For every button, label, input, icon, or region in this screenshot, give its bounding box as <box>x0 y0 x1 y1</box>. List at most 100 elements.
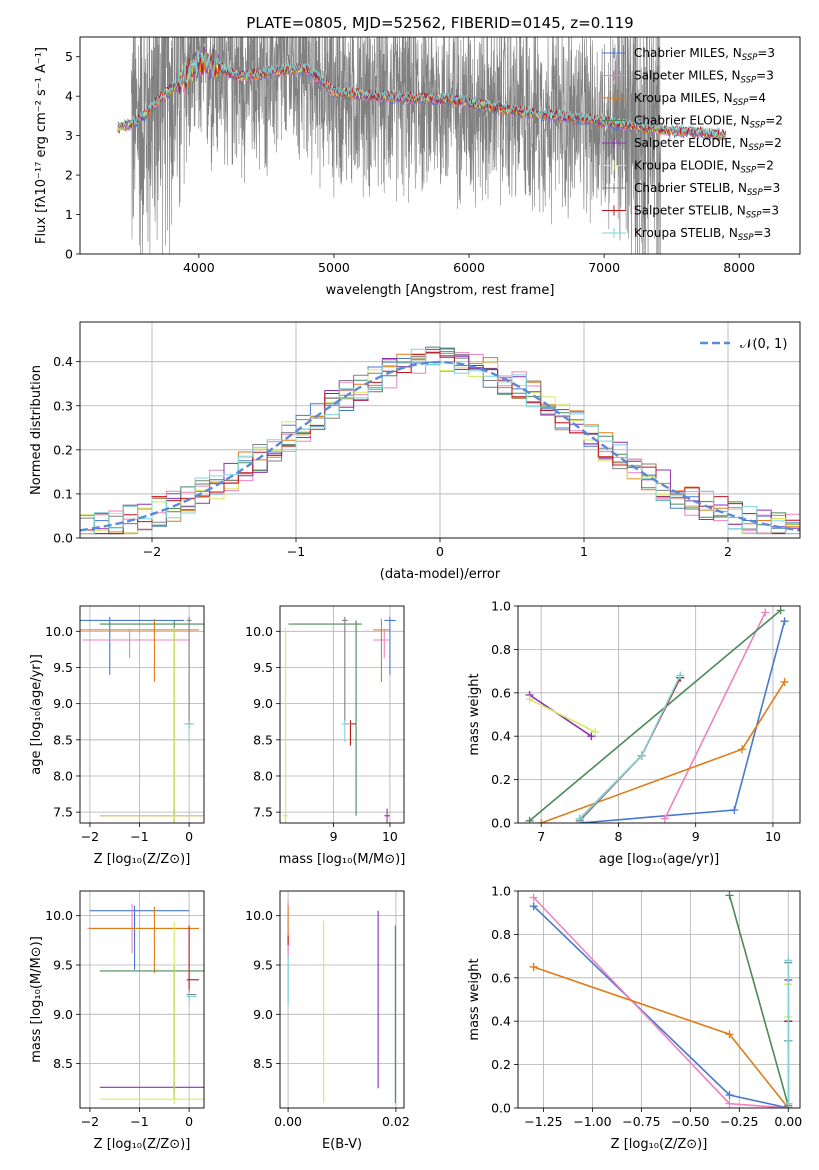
axes-frame <box>79 890 205 1109</box>
x-axis-label: Z [log₁₀(Z/Z⊙)] <box>94 852 191 867</box>
y-tick-label: 8.5 <box>53 1056 73 1071</box>
y-axis-label: mass weight <box>467 958 482 1040</box>
observed-spectrum-line <box>131 37 661 254</box>
x-tick-label: −2 <box>81 829 99 844</box>
x-tick-label: −2 <box>81 1114 99 1129</box>
x-axis-label: Z [log₁₀(Z/Z⊙)] <box>611 1137 708 1152</box>
series-marker <box>587 732 596 741</box>
x-tick-label: 9 <box>330 829 338 844</box>
errorbar-point <box>384 808 390 823</box>
x-tick-label: −0.75 <box>622 1114 660 1129</box>
y-tick-label: 9.0 <box>53 1007 73 1022</box>
gaussian-curve <box>80 360 800 532</box>
series-marker <box>591 727 600 736</box>
x-axis-label: (data-model)/error <box>380 567 501 582</box>
y-tick-label: 9.5 <box>53 957 73 972</box>
y-tick-label: 0.3 <box>53 398 73 413</box>
x-tick-label: 0.00 <box>774 1114 802 1129</box>
series-marker <box>776 606 785 615</box>
errorbar-point <box>288 620 362 816</box>
x-tick-label: −1.25 <box>524 1114 562 1129</box>
errorbar-point <box>282 627 289 823</box>
legend-label: Kroupa STELIB, NSSP=3 <box>634 226 771 243</box>
x-axis-label: Z [log₁₀(Z/Z⊙)] <box>94 1137 191 1152</box>
y-tick-label: 9.5 <box>253 957 273 972</box>
series-marker <box>676 671 685 680</box>
series-marker <box>780 677 789 686</box>
y-tick-label: 1.0 <box>491 884 511 899</box>
x-tick-label: 7000 <box>588 260 620 275</box>
plot-area <box>117 37 727 254</box>
y-tick-label: 0.2 <box>491 1057 511 1072</box>
x-tick-label: −1 <box>130 829 148 844</box>
x-tick-label: 0 <box>436 544 444 559</box>
y-axis-label: age [log₁₀(age/yr)] <box>29 654 44 775</box>
y-axis-label: mass [log₁₀(M/M⊙)] <box>29 936 44 1063</box>
axes-frame <box>517 605 801 824</box>
axes-frame <box>517 890 801 1109</box>
x-tick-label: 5000 <box>318 260 350 275</box>
x-tick-label: −1 <box>130 1114 148 1129</box>
panel-age-vs-Z: −2 −1 0 7.5 8.0 8.5 9.0 9.5 10.0 Z [log₁₀(Z/Z⊙)] a… <box>29 605 205 867</box>
series-line <box>529 694 592 737</box>
series-marker <box>537 819 546 823</box>
series-line <box>529 698 596 733</box>
series-line <box>540 681 786 823</box>
y-tick-label: 8.5 <box>253 1056 273 1071</box>
y-tick-label: 0.2 <box>491 772 511 787</box>
y-tick-label: 8.0 <box>53 768 73 783</box>
y-tick-label: 0.2 <box>53 442 73 457</box>
x-tick-label: −1.00 <box>573 1114 611 1129</box>
errorbar-point <box>99 921 204 1105</box>
y-tick-label: 0.4 <box>491 729 511 744</box>
plot-area <box>518 891 800 1108</box>
errorbar-point <box>186 989 197 1000</box>
legend-label: Salpeter ELODIE, NSSP=2 <box>634 136 782 153</box>
series-marker <box>529 962 538 971</box>
y-tick-label: 9.0 <box>53 696 73 711</box>
series-line <box>579 677 681 822</box>
y-tick-label: 2 <box>65 168 73 183</box>
y-tick-label: 0.0 <box>491 1101 511 1116</box>
series-marker <box>784 1036 793 1045</box>
plot-area <box>80 322 800 538</box>
series-line <box>664 612 766 820</box>
panel-weight-vs-age: 7 8 9 10 0.0 0.2 0.4 0.6 0.8 1.0 age [log₁₀(age/yr… <box>467 599 801 867</box>
plot-area <box>80 606 204 823</box>
errorbar-point <box>184 720 195 742</box>
axes-frame <box>279 605 405 824</box>
series-marker <box>575 814 584 823</box>
series-marker <box>529 902 538 911</box>
y-tick-label: 9.5 <box>253 660 273 675</box>
panel-age-vs-mass: 9 10 7.5 8.0 8.5 9.0 9.5 10.0 mass [log₁₀(M/M⊙)] <box>245 605 405 867</box>
legend-label: Kroupa ELODIE, NSSP=2 <box>634 159 774 176</box>
x-tick-label: 0.02 <box>382 1114 410 1129</box>
errorbar-point <box>342 720 351 742</box>
series-marker <box>761 608 770 617</box>
legend-label: Chabrier MILES, NSSP=3 <box>634 46 775 63</box>
series-marker <box>525 816 534 823</box>
y-tick-label: 8.0 <box>253 768 273 783</box>
panel-residuals: −2 −1 0 1 2 0.0 0.1 0.2 0.3 0.4 (data-model)/error… <box>29 321 801 582</box>
series-marker <box>525 695 534 704</box>
errorbar-point <box>89 905 190 970</box>
x-tick-label: 8 <box>614 829 622 844</box>
x-tick-label: 8000 <box>723 260 755 275</box>
y-tick-label: 0.8 <box>491 642 511 657</box>
y-tick-label: 10.0 <box>45 624 73 639</box>
x-tick-label: 0 <box>185 1114 193 1129</box>
series-marker <box>725 891 734 900</box>
series-marker <box>738 745 747 754</box>
y-tick-label: 0.4 <box>491 1014 511 1029</box>
histogram-salpeter-stelib <box>80 351 800 535</box>
x-tick-label: 2 <box>724 544 732 559</box>
series-marker <box>637 751 646 760</box>
legend-label: Kroupa MILES, NSSP=4 <box>634 91 766 108</box>
errorbar-point <box>342 616 348 722</box>
axes-frame <box>279 890 405 1109</box>
plot-area <box>280 891 404 1108</box>
y-tick-label: 0.8 <box>491 927 511 942</box>
errorbar-point <box>99 627 204 823</box>
y-tick-label: 10.0 <box>245 908 273 923</box>
axes-frame <box>79 321 801 539</box>
